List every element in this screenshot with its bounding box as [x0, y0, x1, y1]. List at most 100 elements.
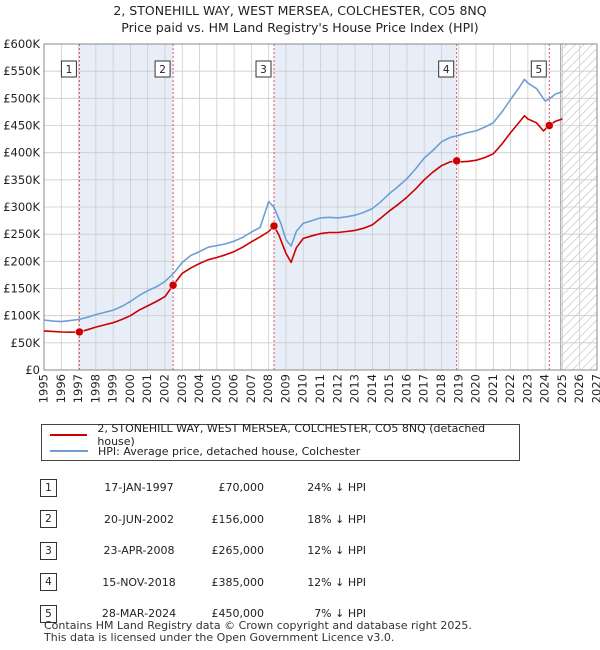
legend-label-hpi: HPI: Average price, detached house, Colc… — [98, 444, 361, 458]
sale-label-box-1 — [60, 60, 77, 78]
y-tick-label: £50K — [11, 336, 41, 350]
x-tick-label: 2016 — [399, 374, 413, 403]
sale-label-box-2 — [154, 60, 171, 78]
y-tick-label: £300K — [3, 200, 40, 214]
table-row: 2 20-JUN-2002 £156,000 18% ↓ HPI — [40, 504, 366, 536]
x-tick-label: 1995 — [37, 374, 51, 403]
sale-number-cell: 4 — [40, 567, 84, 599]
x-tick-label: 2014 — [365, 374, 379, 403]
footer-line-2: This data is licensed under the Open Gov… — [44, 631, 395, 644]
x-tick-label: 2013 — [348, 374, 362, 403]
sale-number: 5 — [40, 604, 57, 623]
sale-point-2 — [168, 280, 178, 290]
x-tick-label: 2000 — [123, 374, 137, 403]
sale-number: 4 — [40, 573, 57, 592]
sale-date: 23-APR-2008 — [103, 544, 175, 558]
sale-number: 1 — [40, 478, 57, 497]
sale-point-5 — [545, 121, 554, 130]
sale-point-3 — [269, 221, 279, 231]
chart-title: 2, STONEHILL WAY, WEST MERSEA, COLCHESTE… — [0, 2, 600, 36]
y-tick-label: £400K — [3, 146, 40, 160]
sale-label-box-5 — [530, 60, 547, 78]
legend-swatch-hpi — [50, 450, 88, 452]
property-line — [43, 114, 563, 333]
sale-hpi-diff: 18% ↓ HPI — [307, 512, 366, 526]
x-tick-label: 2027 — [590, 374, 600, 403]
sale-label-box-3 — [255, 60, 272, 78]
sale-number: 2 — [40, 510, 57, 529]
x-tick-label: 2011 — [313, 374, 327, 403]
sale-number: 3 — [40, 541, 57, 560]
footer-line-1: Contains HM Land Registry data © Crown c… — [44, 619, 472, 632]
sale-point-4 — [452, 156, 461, 166]
sale-hpi-diff: 12% ↓ HPI — [307, 575, 366, 589]
sale-price: £265,000 — [211, 544, 265, 558]
plot-frame — [43, 43, 598, 371]
x-tick-label: 2006 — [227, 374, 241, 403]
price-chart: £0 £50K £100K £150K £200K £250K £300K £350K £400… — [3, 37, 600, 403]
x-tick-label: 2012 — [330, 374, 344, 403]
x-tick-label: 2010 — [296, 374, 310, 403]
x-tick-label: 2009 — [278, 374, 292, 403]
x-tick-label: 2001 — [140, 374, 154, 403]
sale-price: £450,000 — [211, 607, 265, 621]
legend-swatch-property — [50, 434, 88, 436]
table-row: 3 23-APR-2008 £265,000 12% ↓ HPI — [40, 535, 366, 567]
x-tick-label: 2019 — [451, 374, 465, 403]
legend-label-property: 2, STONEHILL WAY, WEST MERSEA, COLCHESTE… — [97, 422, 486, 448]
sale-price: £156,000 — [211, 512, 265, 526]
sale-number-cell: 3 — [40, 535, 84, 567]
y-tick-label: £500K — [3, 91, 40, 105]
hpi-line — [43, 78, 563, 323]
x-tick-label: 2003 — [175, 374, 189, 403]
y-tick-label: £200K — [3, 254, 40, 268]
sale-hpi-diff: 12% ↓ HPI — [307, 544, 366, 558]
x-tick-label: 2025 — [555, 374, 569, 403]
y-tick-label: £550K — [3, 64, 40, 78]
legend-item-hpi: HPI: Average price, detached house, Colc… — [50, 443, 360, 459]
x-tick-label: 2017 — [417, 374, 431, 403]
x-tick-label: 1998 — [88, 374, 102, 403]
table-row: 1 17-JAN-1997 £70,000 24% ↓ HPI — [40, 472, 366, 504]
y-tick-label: £0 — [25, 363, 40, 377]
y-tick-label: £450K — [3, 119, 40, 133]
sale-label-2: 2 — [159, 64, 166, 76]
table-row: 5 28-MAR-2024 £450,000 7% ↓ HPI — [40, 598, 366, 630]
x-tick-label: 2015 — [382, 374, 396, 403]
x-tick-label: 2007 — [244, 374, 258, 403]
x-tick-label: 1999 — [106, 374, 120, 403]
sales-table: 1 17-JAN-1997 £70,000 24% ↓ HPI 2 20-JUN-2002… — [40, 472, 366, 630]
sale-label-3: 3 — [260, 64, 267, 76]
footer: Contains HM Land Registry data © Crown c… — [44, 620, 472, 644]
y-tick-label: £100K — [3, 309, 40, 323]
x-tick-label: 2018 — [434, 374, 448, 403]
sale-hpi-diff: 24% ↓ HPI — [307, 481, 366, 495]
x-tick-label: 2008 — [261, 374, 275, 403]
sale-date: 28-MAR-2024 — [101, 607, 177, 621]
x-tick-label: 2023 — [520, 374, 534, 403]
y-tick-label: £250K — [3, 227, 40, 241]
y-tick-label: £150K — [3, 282, 40, 296]
sale-number-cell: 1 — [40, 472, 84, 504]
sale-point-1 — [75, 327, 84, 337]
sale-number-cell: 5 — [40, 598, 84, 630]
x-tick-label: 1996 — [54, 374, 68, 403]
table-row: 4 15-NOV-2018 £385,000 12% ↓ HPI — [40, 567, 366, 599]
x-tick-label: 2021 — [486, 374, 500, 403]
title-line-1: 2, STONEHILL WAY, WEST MERSEA, COLCHESTE… — [113, 3, 487, 18]
title-line-2: Price paid vs. HM Land Registry's House … — [121, 20, 479, 35]
sale-number-cell: 2 — [40, 504, 84, 536]
sale-label-1: 1 — [66, 64, 73, 76]
y-tick-label: £600K — [3, 37, 40, 51]
x-tick-label: 2005 — [209, 374, 223, 403]
sale-price: £70,000 — [218, 481, 265, 495]
y-tick-label: £350K — [3, 173, 40, 187]
legend: 2, STONEHILL WAY, WEST MERSEA, COLCHESTE… — [41, 422, 520, 461]
sale-date: 17-JAN-1997 — [104, 481, 174, 495]
sale-label-5: 5 — [535, 64, 542, 76]
sale-hpi-diff: 7% ↓ HPI — [314, 607, 366, 621]
legend-item-property: 2, STONEHILL WAY, WEST MERSEA, COLCHESTE… — [50, 422, 519, 448]
x-tick-label: 2024 — [538, 374, 552, 403]
sale-label-box-4 — [438, 60, 455, 78]
sale-label-4: 4 — [443, 64, 450, 76]
